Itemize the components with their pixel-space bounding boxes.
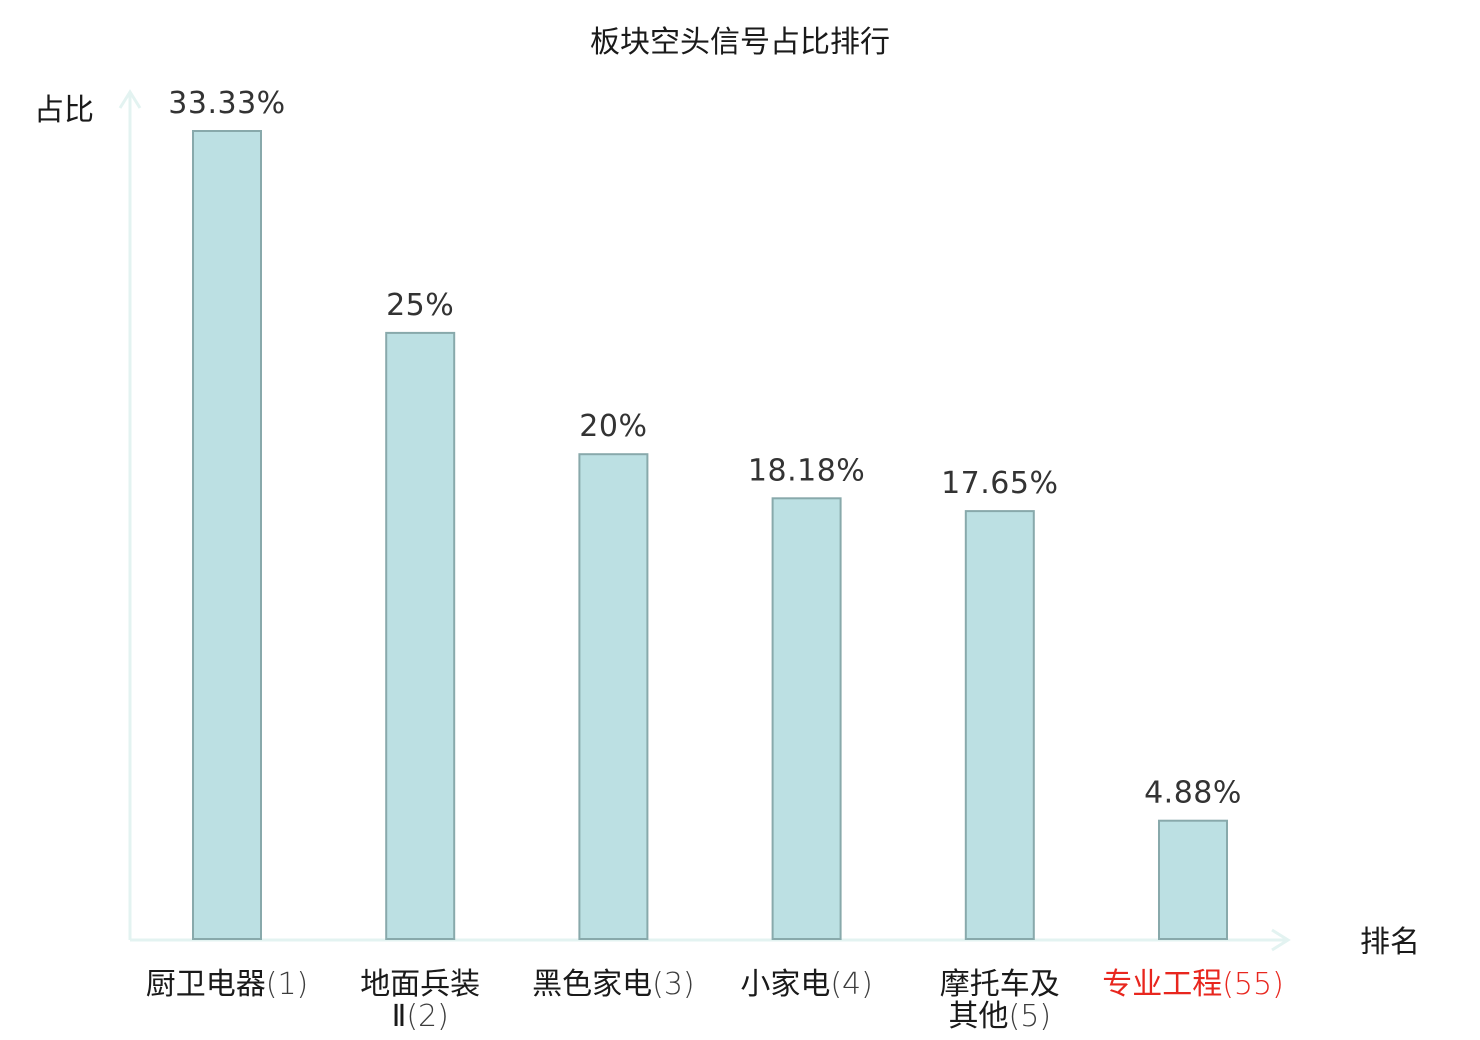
bar bbox=[192, 130, 262, 940]
category-label: 专业工程(55) bbox=[1102, 967, 1284, 1002]
y-axis bbox=[118, 89, 142, 940]
bar bbox=[385, 331, 456, 940]
chart-title: 板块空头信号占比排行 bbox=[590, 25, 890, 60]
category-label: 其他(5) bbox=[949, 999, 1052, 1034]
category-label: 厨卫电器(1) bbox=[146, 967, 309, 1002]
bar-value-label: 4.88% bbox=[1144, 776, 1242, 811]
bar-value-label: 18.18% bbox=[748, 453, 865, 488]
bar-value-label: 20% bbox=[579, 409, 647, 444]
x-axis-label: 排名 bbox=[1360, 925, 1420, 960]
category-label: Ⅱ(2) bbox=[392, 999, 449, 1034]
value-labels-group: 33.33% 25% 20% 18.18% 17.65% 4.88% bbox=[168, 86, 1242, 811]
bars-group bbox=[192, 130, 1228, 941]
bar-value-label: 33.33% bbox=[168, 86, 285, 121]
category-label: 摩托车及 bbox=[940, 967, 1060, 1002]
bar bbox=[578, 453, 649, 940]
category-label: 黑色家电(3) bbox=[532, 967, 695, 1002]
bar bbox=[771, 497, 842, 940]
bar-value-label: 17.65% bbox=[941, 466, 1058, 501]
y-axis-arrow bbox=[118, 89, 142, 109]
x-axis-arrow bbox=[1271, 928, 1291, 952]
bar bbox=[1158, 819, 1228, 941]
bar bbox=[964, 510, 1035, 940]
category-label: 地面兵装 bbox=[360, 967, 480, 1002]
bar-value-label: 25% bbox=[386, 288, 454, 323]
category-label: 小家电(4) bbox=[740, 967, 873, 1002]
y-axis-label: 占比 bbox=[34, 93, 94, 128]
x-axis bbox=[130, 928, 1291, 952]
